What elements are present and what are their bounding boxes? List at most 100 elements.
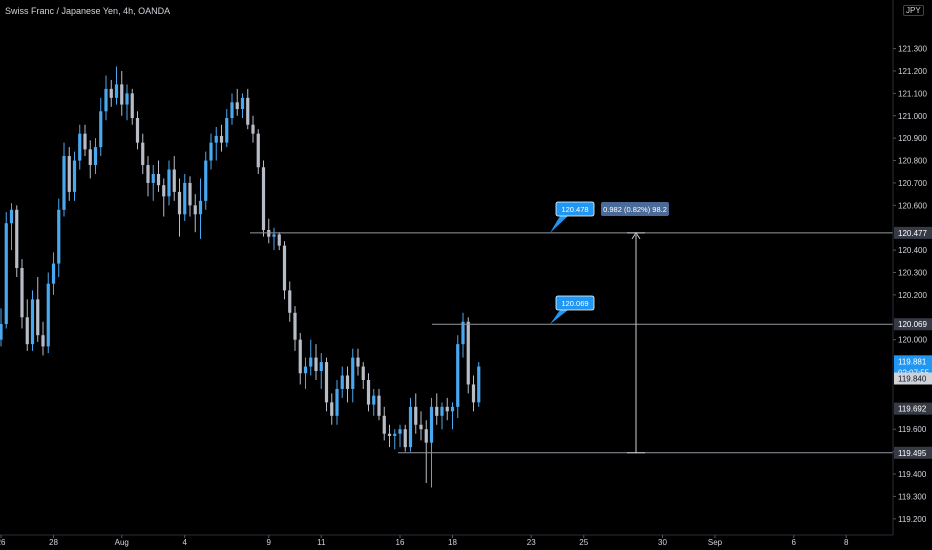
- candle-body: [398, 429, 402, 434]
- candle-body: [162, 185, 166, 197]
- price-tick-label: 121.200: [898, 67, 927, 76]
- candle-body: [261, 167, 266, 230]
- time-tick-label: 18: [448, 538, 457, 547]
- price-tick-label: 120.000: [898, 336, 927, 345]
- candle-body: [114, 84, 119, 98]
- callout-label: 120.478: [561, 205, 588, 214]
- chart-title: Swiss Franc / Japanese Yen, 4h, OANDA: [5, 6, 171, 16]
- price-tick-label: 120.400: [898, 246, 927, 255]
- candle-body: [188, 182, 192, 206]
- time-tick-label: 28: [49, 538, 58, 547]
- candle-body: [424, 429, 428, 443]
- price-label-box: [894, 402, 932, 415]
- candle-body: [30, 299, 35, 345]
- candle-body: [88, 149, 92, 166]
- candle-body: [99, 111, 103, 148]
- price-tick-label: 120.700: [898, 179, 927, 188]
- candle-body: [151, 173, 155, 183]
- candle-body: [109, 88, 113, 98]
- candle-body: [219, 135, 224, 143]
- candle-body: [450, 406, 455, 412]
- candle-body: [120, 84, 124, 105]
- candle-body: [335, 388, 339, 416]
- callout-label: 120.069: [561, 299, 588, 308]
- candle-body: [440, 406, 444, 416]
- time-tick-label: 30: [658, 538, 667, 547]
- candle-body: [172, 169, 176, 192]
- candle-body: [193, 205, 197, 215]
- candle-body: [57, 209, 61, 264]
- candle-body: [156, 173, 161, 186]
- price-tick-label: 119.400: [898, 470, 927, 479]
- candle-body: [377, 395, 381, 416]
- candle-body: [62, 156, 66, 210]
- callout-box[interactable]: [555, 295, 595, 311]
- candle-body: [319, 362, 323, 372]
- price-tick-label: 121.100: [898, 89, 927, 98]
- candle-body: [209, 142, 213, 161]
- drawings[interactable]: 0.982 (0.82%) 98.2 120.478 120.069: [250, 201, 893, 454]
- time-tick-label: Aug: [115, 538, 129, 547]
- time-tick-label: 9: [267, 538, 272, 547]
- candle-body: [382, 415, 386, 434]
- candle-body: [408, 406, 413, 448]
- callout-box[interactable]: [555, 201, 595, 217]
- candle-body: [125, 93, 129, 105]
- candle-body: [282, 245, 287, 291]
- price-tick-label: 120.900: [898, 134, 927, 143]
- candle-body: [83, 133, 87, 150]
- candle-body: [0, 324, 3, 340]
- candle-body: [198, 200, 203, 215]
- price-label: 120.477: [898, 229, 927, 238]
- price-tick-label: 121.000: [898, 112, 927, 121]
- candle-body: [36, 299, 40, 336]
- candle-body: [356, 357, 360, 367]
- price-label: 120.069: [898, 320, 927, 329]
- candle-body: [93, 147, 98, 166]
- candle-body: [393, 433, 397, 436]
- currency-label[interactable]: JPY: [903, 5, 924, 16]
- callout-pointer: [550, 310, 568, 325]
- candle-body: [135, 118, 140, 143]
- price-tick-label: 121.300: [898, 45, 927, 54]
- candle-body: [435, 406, 439, 416]
- time-tick-label: 4: [183, 538, 188, 547]
- candle-body: [303, 366, 308, 374]
- price-label: 119.881: [898, 357, 927, 366]
- candle-body: [167, 169, 171, 197]
- candle-body: [345, 375, 350, 389]
- measure-label-box[interactable]: [601, 202, 669, 216]
- candle-body: [330, 402, 334, 416]
- price-tick-label: 120.300: [898, 269, 927, 278]
- candle-body: [309, 357, 313, 367]
- candle-body: [240, 97, 245, 110]
- time-tick-label: 8: [844, 538, 849, 547]
- callout-pointer: [550, 216, 568, 233]
- candle-body: [456, 344, 460, 407]
- candle-body: [251, 124, 255, 134]
- time-tick-label: 11: [317, 538, 326, 547]
- candle-body: [230, 102, 234, 118]
- price-label-box: [894, 355, 932, 368]
- candle-body: [403, 429, 407, 448]
- candle-body: [177, 191, 182, 215]
- candle-body: [214, 135, 218, 143]
- time-tick-label: 6: [792, 538, 797, 547]
- time-axis[interactable]: 26 28 Aug 4 9 11 16 18 23 25 30 Sep 6 8: [0, 534, 893, 547]
- candle-body: [372, 395, 376, 405]
- price-tick-label: 119.300: [898, 492, 927, 501]
- time-tick-label: Sep: [708, 538, 723, 547]
- candle-body: [414, 406, 418, 425]
- price-tick-label: 119.600: [898, 425, 927, 434]
- candle-body: [225, 118, 229, 143]
- candle-body: [298, 339, 302, 374]
- candle-body: [477, 366, 481, 403]
- candle-body: [445, 406, 449, 412]
- price-label-box: [894, 226, 932, 239]
- candle-body: [146, 165, 150, 183]
- candle-body: [46, 283, 50, 347]
- candle-body: [72, 160, 77, 192]
- candle-body: [387, 433, 392, 436]
- price-label-box: [894, 372, 932, 385]
